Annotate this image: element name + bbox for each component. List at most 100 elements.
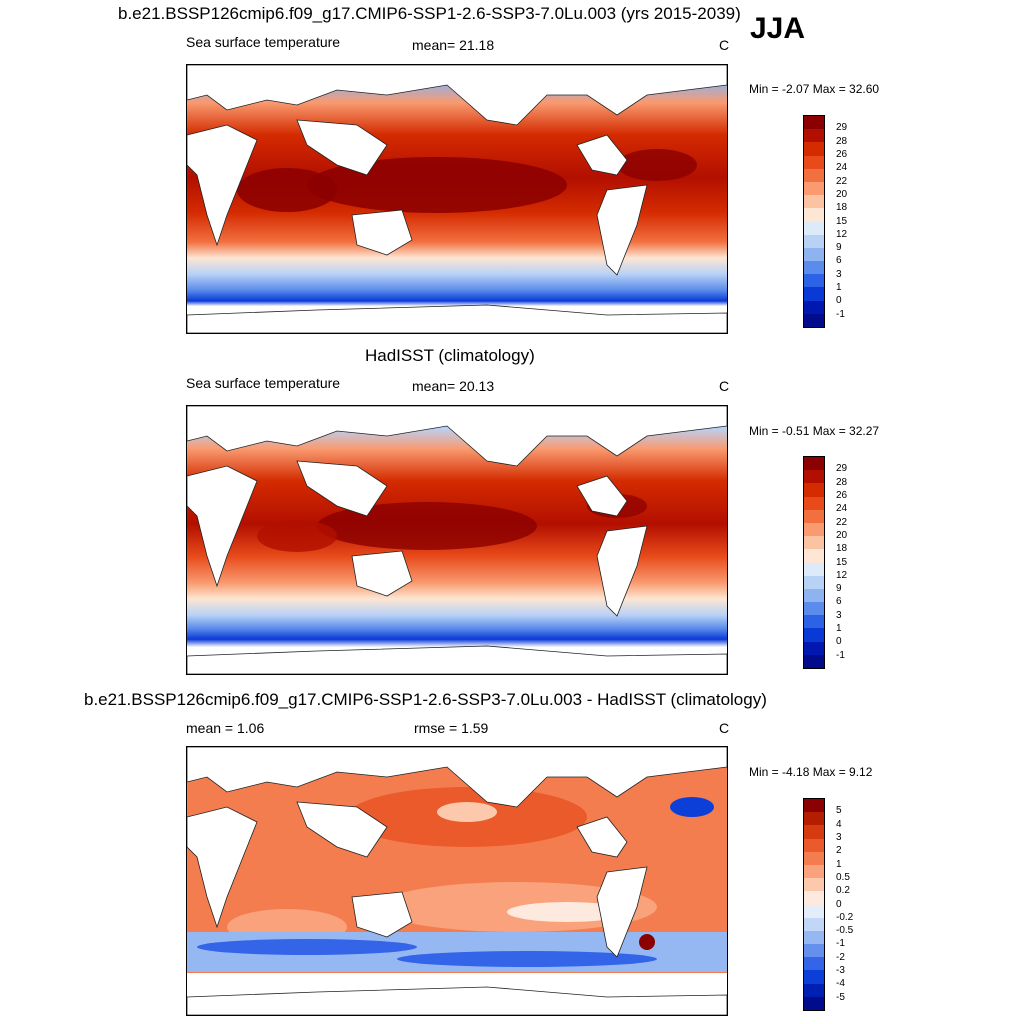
colorbar-tick-label: 6 xyxy=(836,255,842,267)
panel2-minmax-label: Min = -0.51 Max = 32.27 xyxy=(749,424,880,438)
colorbar-swatch xyxy=(804,208,824,222)
colorbar-swatch xyxy=(804,496,824,510)
colorbar-tick-label: 28 xyxy=(836,135,848,147)
colorbar-tick-label: 0 xyxy=(836,636,842,648)
colorbar-swatch xyxy=(804,602,824,616)
colorbar-tick-label: 26 xyxy=(836,148,848,160)
colorbar-swatch xyxy=(804,536,824,550)
panel1-unit-label: C xyxy=(719,37,730,53)
panel3-colorbar xyxy=(803,798,825,1011)
colorbar-swatch xyxy=(804,457,824,471)
colorbar-swatch xyxy=(804,588,824,603)
panel3-unit-label: C xyxy=(719,720,730,736)
colorbar-tick-label: 0.5 xyxy=(836,871,850,883)
colorbar-tick-label: 28 xyxy=(836,476,848,488)
colorbar-tick-label: -4 xyxy=(836,978,845,990)
colorbar-tick-label: 12 xyxy=(836,569,848,581)
colorbar-swatch xyxy=(804,261,824,275)
colorbar-tick-label: 29 xyxy=(836,463,848,475)
colorbar-tick-label: 1 xyxy=(836,623,842,635)
colorbar-tick-label: -1 xyxy=(836,649,845,661)
panel3-rmse-label: rmse = 1.59 xyxy=(414,720,489,736)
colorbar-swatch xyxy=(804,483,824,497)
colorbar-tick-label: 18 xyxy=(836,202,848,214)
colorbar-swatch xyxy=(804,522,824,537)
panel1-minmax-label: Min = -2.07 Max = 32.60 xyxy=(749,82,880,96)
colorbar-tick-label: 22 xyxy=(836,516,848,528)
colorbar-swatch xyxy=(804,996,824,1010)
colorbar-tick-label: -5 xyxy=(836,991,845,1003)
colorbar-tick-label: 24 xyxy=(836,162,848,174)
colorbar-tick-label: 0 xyxy=(836,295,842,307)
colorbar-swatch xyxy=(804,904,824,918)
panel2-mean-label: mean= 20.13 xyxy=(412,378,495,394)
colorbar-tick-label: 1 xyxy=(836,282,842,294)
colorbar-tick-label: 15 xyxy=(836,215,848,227)
colorbar-tick-label: -2 xyxy=(836,951,845,963)
colorbar-swatch xyxy=(804,142,824,156)
colorbar-swatch xyxy=(804,957,824,971)
colorbar-tick-label: 2 xyxy=(836,845,842,857)
colorbar-swatch xyxy=(804,917,824,931)
panel1-mean-label: mean= 21.18 xyxy=(412,37,495,53)
colorbar-swatch xyxy=(804,983,824,997)
colorbar-tick-label: 24 xyxy=(836,503,848,515)
panel3-minmax-label: Min = -4.18 Max = 9.12 xyxy=(749,765,873,779)
panel3-title: b.e21.BSSP126cmip6.f09_g17.CMIP6-SSP1-2.… xyxy=(84,690,767,709)
colorbar-swatch xyxy=(804,628,824,642)
colorbar-tick-label: 5 xyxy=(836,805,842,817)
colorbar-tick-label: 3 xyxy=(836,609,842,621)
colorbar-swatch xyxy=(804,116,824,130)
panel1-colorbar xyxy=(803,115,825,328)
colorbar-tick-label: 29 xyxy=(836,122,848,134)
colorbar-swatch xyxy=(804,891,824,905)
colorbar-swatch xyxy=(804,313,824,327)
colorbar-tick-label: 3 xyxy=(836,268,842,280)
colorbar-tick-label: 26 xyxy=(836,489,848,501)
panel2-variable-label: Sea surface temperature xyxy=(186,375,341,391)
panel3-mean-label: mean = 1.06 xyxy=(186,720,265,736)
colorbar-swatch xyxy=(804,944,824,958)
colorbar-tick-label: 1 xyxy=(836,858,842,870)
colorbar-swatch xyxy=(804,274,824,288)
colorbar-tick-label: 15 xyxy=(836,556,848,568)
panel1-title: b.e21.BSSP126cmip6.f09_g17.CMIP6-SSP1-2.… xyxy=(118,4,741,23)
colorbar-tick-label: -1 xyxy=(836,938,845,950)
colorbar-tick-label: 18 xyxy=(836,543,848,555)
panel2-unit-label: C xyxy=(719,378,730,394)
colorbar-swatch xyxy=(804,129,824,143)
colorbar-swatch xyxy=(804,970,824,984)
colorbar-tick-label: -3 xyxy=(836,965,845,977)
colorbar-tick-label: 20 xyxy=(836,529,848,541)
colorbar-swatch xyxy=(804,575,824,589)
colorbar-tick-label: 20 xyxy=(836,188,848,200)
colorbar-swatch xyxy=(804,878,824,892)
panel3-difference-field xyxy=(187,747,727,1015)
colorbar-swatch xyxy=(804,562,824,576)
colorbar-swatch xyxy=(804,641,824,655)
colorbar-swatch xyxy=(804,615,824,629)
colorbar-tick-label: 4 xyxy=(836,818,842,830)
colorbar-tick-label: 0 xyxy=(836,898,842,910)
colorbar-swatch xyxy=(804,181,824,196)
colorbar-swatch xyxy=(804,851,824,865)
colorbar-tick-label: 12 xyxy=(836,228,848,240)
panel2-sst-field xyxy=(187,406,727,674)
colorbar-tick-label: 22 xyxy=(836,175,848,187)
colorbar-swatch xyxy=(804,864,824,879)
colorbar-swatch xyxy=(804,221,824,235)
colorbar-tick-label: 9 xyxy=(836,583,842,595)
panel2-map xyxy=(186,405,728,675)
colorbar-swatch xyxy=(804,155,824,169)
panel1-sst-field xyxy=(187,65,727,333)
panel3-map xyxy=(186,746,728,1016)
colorbar-swatch xyxy=(804,930,824,945)
colorbar-tick-label: -1 xyxy=(836,308,845,320)
panel1-variable-label: Sea surface temperature xyxy=(186,34,341,50)
colorbar-swatch xyxy=(804,838,824,852)
season-label: JJA xyxy=(750,12,806,45)
colorbar-tick-label: 6 xyxy=(836,596,842,608)
colorbar-swatch xyxy=(804,287,824,301)
panel2-colorbar xyxy=(803,456,825,669)
colorbar-swatch xyxy=(804,654,824,668)
